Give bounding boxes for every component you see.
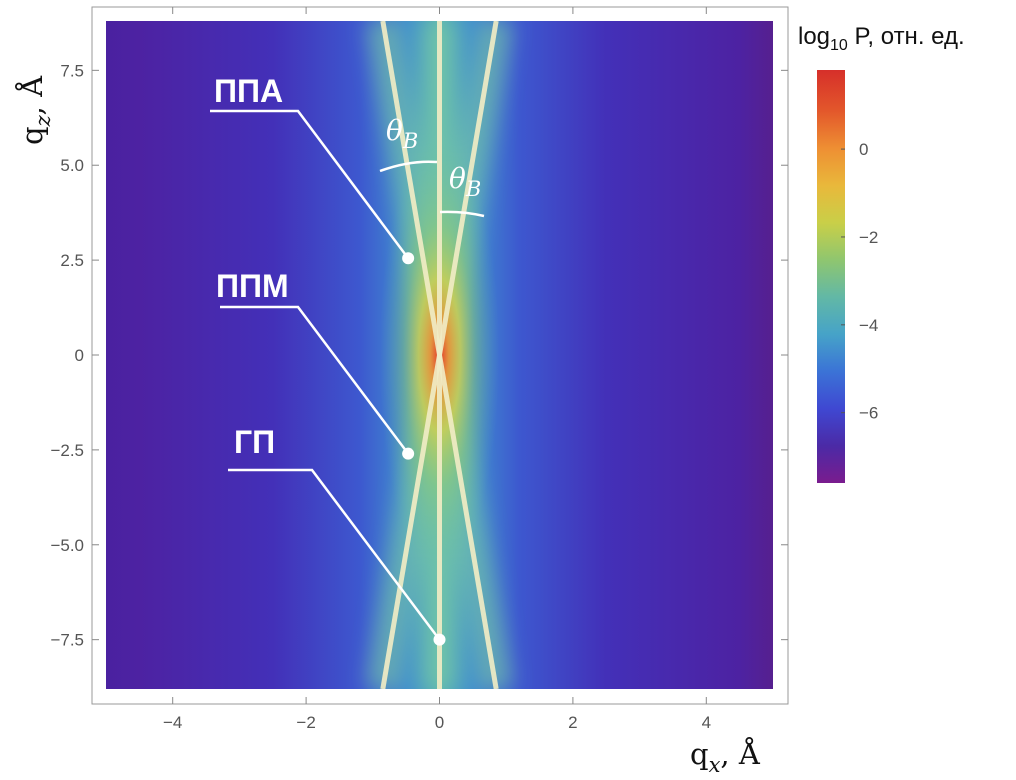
angle-arc	[439, 210, 485, 218]
y-tick-label: −2.5	[50, 441, 84, 460]
x-tick-label: 2	[568, 713, 577, 732]
annotation-label: ГП	[234, 424, 275, 460]
colorbar-tick-label: 0	[859, 140, 868, 159]
y-tick-label: 5.0	[60, 156, 84, 175]
annotation-leader	[210, 109, 410, 259]
annotation-leader	[228, 468, 441, 641]
colorbar: 0 −2 −4 −6 log10 P, отн. ед.	[798, 23, 965, 483]
y-tick-label: −7.5	[50, 631, 84, 650]
x-axis-title: qx, Å	[690, 736, 761, 777]
colorbar-tick-label: −6	[859, 404, 878, 423]
colorbar-tick-label: −2	[859, 228, 878, 247]
y-tick-label: 0	[75, 346, 84, 365]
annotation-point	[402, 447, 415, 460]
annotation-label: ППМ	[216, 268, 289, 304]
colorbar-title: log10 P, отн. ед.	[798, 23, 965, 54]
y-tick-label: 2.5	[60, 251, 84, 270]
axes: −4 −2 0 2 4 7.5 5.0 2.5 0 −2.5 −5.0 −7.5 qx, Å qz, Å	[14, 7, 788, 777]
y-axis-title: qz, Å	[14, 75, 55, 145]
x-tick-label: 4	[702, 713, 711, 732]
annotations: ППА ППМ ГП θB θB	[210, 73, 485, 646]
line-diag-right	[380, 21, 499, 689]
y-tick-label: 7.5	[60, 61, 84, 80]
diffraction-lines	[380, 21, 499, 689]
y-tick-label: −5.0	[50, 536, 84, 555]
x-tick-label: 0	[435, 713, 444, 732]
x-tick-label: −4	[163, 713, 182, 732]
colorbar-tick-label: −4	[859, 316, 878, 335]
annotation-label: ППА	[214, 73, 283, 109]
annotation-leader	[220, 305, 410, 455]
angle-arc	[379, 160, 438, 173]
x-tick-label: −2	[296, 713, 315, 732]
plot-area	[106, 21, 773, 689]
theta-label: θB	[449, 162, 481, 201]
annotation-point	[433, 633, 446, 646]
theta-label: θB	[386, 114, 418, 153]
colorbar-scale	[817, 70, 845, 483]
annotation-point	[402, 252, 415, 265]
